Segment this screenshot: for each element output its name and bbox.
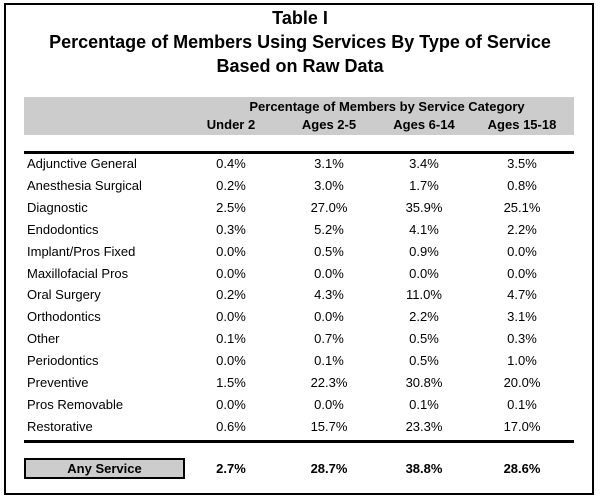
table-cell: 30.8% [405, 375, 443, 390]
summary-cell: 28.6% [503, 461, 541, 476]
table-cell: 4.1% [409, 221, 439, 237]
row-label: Periodontics [27, 353, 99, 369]
table-cell: 3.0% [314, 177, 344, 193]
any-service-label: Any Service [24, 458, 185, 479]
table-cell: 0.0% [216, 243, 246, 259]
table-row: Endodontics 0.3% 5.2% 4.1% 2.2% [0, 222, 600, 244]
table-row: Pros Removable 0.0% 0.0% 0.1% 0.1% [0, 397, 600, 419]
table-row: Orthodontics 0.0% 0.0% 2.2% 3.1% [0, 309, 600, 331]
table-cell: 1.7% [409, 177, 439, 193]
table-cell: 3.4% [409, 156, 439, 171]
table-cell: 0.5% [409, 331, 439, 347]
table-cell: 0.1% [314, 353, 344, 369]
table-cell: 22.3% [310, 375, 348, 390]
column-header-ages-6-14: Ages 6-14 [393, 117, 455, 132]
table-cell: 2.5% [216, 199, 246, 215]
table-cell: 2.2% [507, 221, 537, 237]
header-category-label: Percentage of Members by Service Categor… [249, 99, 525, 114]
table-cell: 2.2% [409, 309, 439, 325]
table-cell: 0.0% [507, 265, 537, 281]
table-row: Restorative 0.6% 15.7% 23.3% 17.0% [0, 419, 600, 441]
table-number: Table I [272, 8, 328, 28]
table-cell: 0.0% [216, 265, 246, 281]
table-cell: 11.0% [406, 287, 442, 303]
table-cell: 0.0% [409, 265, 439, 281]
table-cell: 0.1% [507, 396, 537, 412]
row-label: Other [27, 331, 60, 347]
header-band [24, 97, 574, 135]
table-cell: 15.7% [310, 418, 348, 434]
table-cell: 3.5% [507, 156, 537, 171]
column-header-ages-2-5: Ages 2-5 [301, 117, 357, 132]
table-row: Periodontics 0.0% 0.1% 0.5% 1.0% [0, 353, 600, 375]
row-label: Adjunctive General [27, 156, 137, 171]
table-cell: 3.1% [507, 309, 537, 325]
table-cell: 0.5% [409, 353, 439, 369]
row-label: Restorative [27, 418, 93, 434]
summary-cell: 38.8% [405, 461, 443, 476]
table-cell: 0.0% [314, 396, 344, 412]
table-row: Preventive 1.5% 22.3% 30.8% 20.0% [0, 375, 600, 397]
table-frame [4, 3, 594, 495]
table-row: Implant/Pros Fixed 0.0% 0.5% 0.9% 0.0% [0, 244, 600, 266]
table-row: Diagnostic 2.5% 27.0% 35.9% 25.1% [0, 200, 600, 222]
table-cell: 25.1% [503, 199, 541, 215]
table-cell: 0.5% [314, 243, 344, 259]
row-label: Orthodontics [27, 309, 101, 325]
table-cell: 0.9% [409, 243, 439, 259]
table-row: Adjunctive General 0.4% 3.1% 3.4% 3.5% [0, 156, 600, 178]
table-cell: 23.3% [405, 418, 443, 434]
table-cell: 0.1% [409, 396, 439, 412]
bottom-rule [24, 440, 574, 443]
row-label: Oral Surgery [27, 287, 101, 303]
column-header-under-2: Under 2 [206, 117, 256, 132]
row-label: Maxillofacial Pros [27, 265, 129, 281]
table-title: Percentage of Members Using Services By … [49, 32, 551, 52]
table-cell: 0.1% [216, 331, 246, 347]
table-cell: 0.0% [314, 265, 344, 281]
row-label: Endodontics [27, 221, 99, 237]
row-label: Pros Removable [27, 396, 124, 412]
table-cell: 0.0% [216, 309, 246, 325]
table-cell: 1.0% [507, 353, 537, 369]
table-cell: 0.3% [216, 221, 246, 237]
table-cell: 27.0% [310, 199, 348, 215]
table-cell: 35.9% [405, 199, 443, 215]
table-cell: 5.2% [314, 221, 344, 237]
table-cell: 0.8% [507, 177, 537, 193]
table-row: Anesthesia Surgical 0.2% 3.0% 1.7% 0.8% [0, 178, 600, 200]
table-cell: 4.7% [507, 287, 537, 303]
row-label: Anesthesia Surgical [27, 177, 142, 193]
top-rule [24, 151, 574, 154]
table-cell: 0.4% [216, 156, 246, 171]
table-cell: 0.7% [314, 331, 344, 347]
table-cell: 4.3% [314, 287, 344, 303]
table-cell: 0.2% [216, 177, 246, 193]
table-cell: 0.0% [314, 309, 344, 325]
summary-cell: 2.7% [216, 461, 246, 476]
table-cell: 3.1% [314, 156, 344, 171]
table-cell: 0.0% [216, 396, 246, 412]
row-label: Implant/Pros Fixed [27, 243, 136, 259]
table-row: Other 0.1% 0.7% 0.5% 0.3% [0, 331, 600, 353]
table-cell: 0.6% [216, 418, 246, 434]
table-cell: 0.0% [507, 243, 537, 259]
row-label: Diagnostic [27, 199, 88, 215]
table-cell: 0.0% [216, 353, 246, 369]
table-cell: 0.2% [216, 287, 246, 303]
row-label: Preventive [27, 375, 89, 390]
summary-cell: 28.7% [310, 461, 348, 476]
table-subtitle: Based on Raw Data [216, 56, 384, 76]
table-cell: 20.0% [503, 375, 541, 390]
table-cell: 1.5% [216, 375, 246, 390]
table-cell: 17.0% [503, 418, 541, 434]
table-row: Oral Surgery 0.2% 4.3% 11.0% 4.7% [0, 287, 600, 309]
table-cell: 0.3% [507, 331, 537, 347]
table-row: Maxillofacial Pros 0.0% 0.0% 0.0% 0.0% [0, 266, 600, 288]
column-header-ages-15-18: Ages 15-18 [487, 117, 557, 132]
